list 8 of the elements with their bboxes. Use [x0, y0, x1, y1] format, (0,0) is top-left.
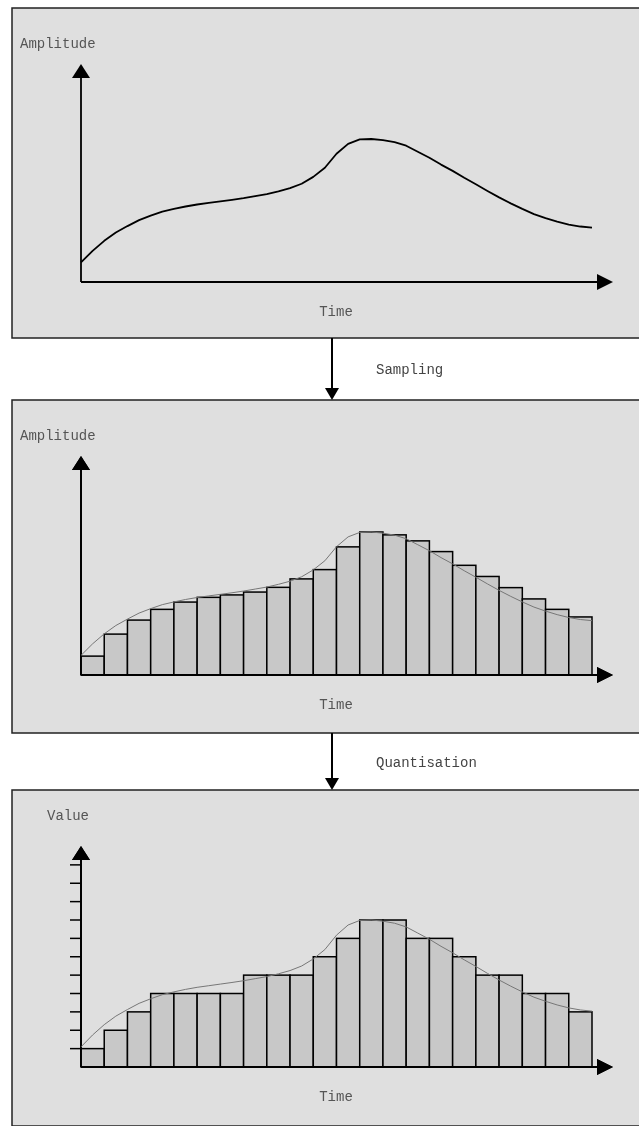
- x-axis-title: Time: [319, 304, 353, 320]
- y-axis-title: Amplitude: [20, 428, 96, 444]
- y-axis-title: Value: [47, 808, 90, 824]
- x-axis-title: Time: [319, 1089, 353, 1105]
- x-axis-title: Time: [319, 697, 353, 713]
- text: Quantisation: [376, 754, 477, 771]
- text: Sampling: [376, 362, 444, 378]
- y-axis-title: Amplitude: [20, 36, 96, 52]
